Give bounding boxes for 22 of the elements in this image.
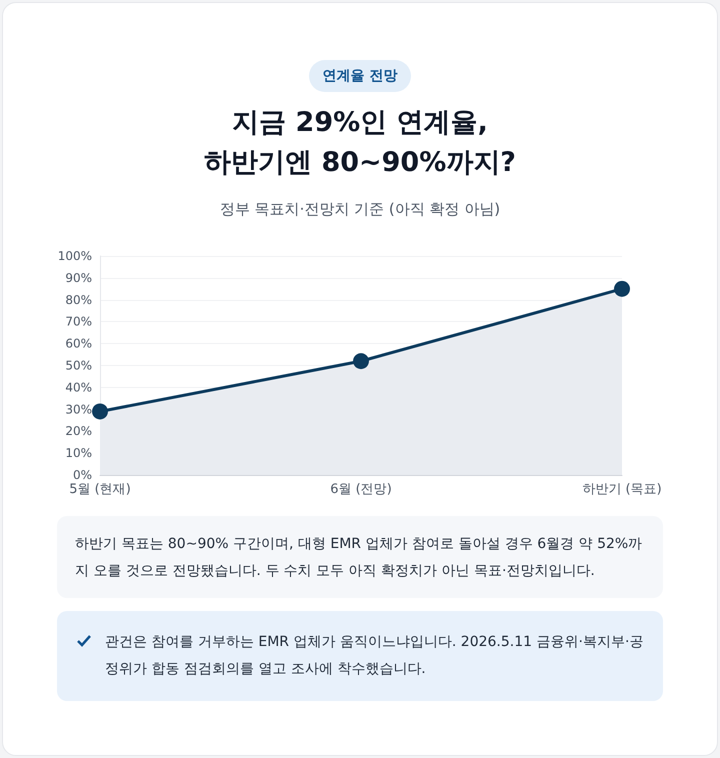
y-tick-label: 80% — [65, 292, 92, 307]
y-tick-label: 50% — [65, 358, 92, 372]
y-tick-label: 30% — [65, 402, 92, 416]
text: 연계율 전망 — [308, 60, 412, 92]
text: 관건은 참여를 거부하는 EMR 업체가 움직이느냐입니다. 2026.5.11 금융위·복지부·공정위가 합동 점검회의를 열고 조사에 착수했습니다. — [105, 634, 644, 677]
x-tick-label: 5월 (현재) — [69, 482, 131, 497]
y-tick-label: 100% — [58, 249, 92, 263]
x-tick-label: 하반기 (목표) — [582, 482, 662, 497]
chart-subtitle: 정부 목표치·전망치 기준 (아직 확정 아님) — [218, 200, 502, 219]
point — [614, 280, 630, 297]
point — [353, 353, 369, 370]
y-tick-label: 0% — [72, 468, 92, 482]
y-tick-label: 90% — [65, 270, 92, 285]
x-tick-label: 6월 (전망) — [330, 482, 392, 497]
y-tick-label: 40% — [65, 380, 92, 394]
y-tick-label: 10% — [65, 446, 92, 460]
y-tick-label: 20% — [65, 424, 92, 438]
chart-title: 지금 29%인 연계율, 하반기엔 80~90%까지? — [203, 106, 517, 180]
point — [92, 403, 108, 420]
text: 하반기 목표는 80~90% 구간이며, 대형 EMR 업체가 참여로 돌아설 경우 6월경 약 52%까지 오를 것으로 전망됐습니다. 두 수치 모두 아직 확정치가 아닌 목표·전망치입니다. — [57, 516, 663, 598]
y-tick-label: 60% — [65, 336, 92, 351]
y-tick-label: 70% — [65, 314, 92, 329]
